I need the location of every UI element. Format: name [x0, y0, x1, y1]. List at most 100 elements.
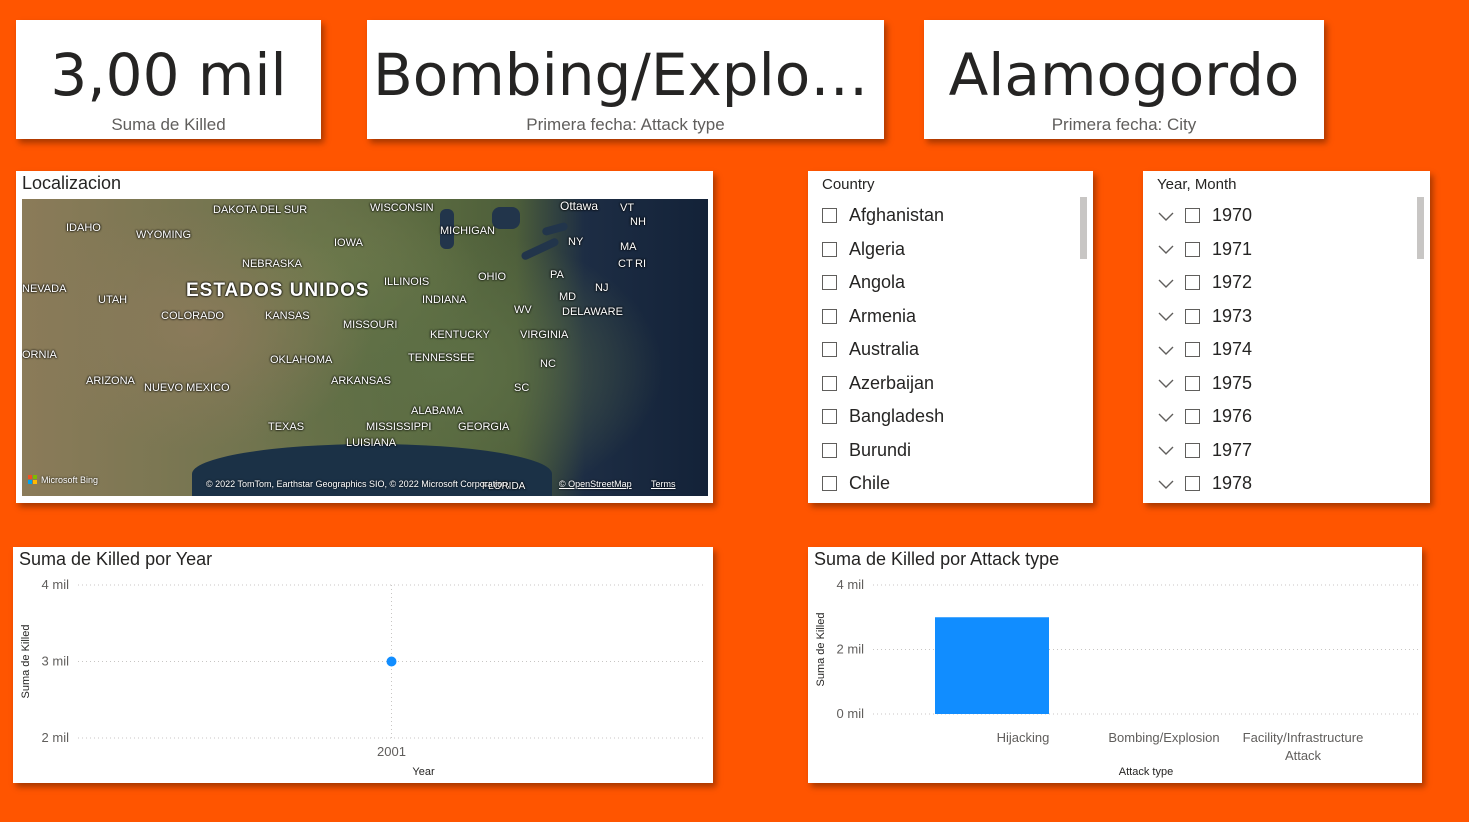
slicer-item-year[interactable]: 1974: [1157, 333, 1410, 367]
checkbox[interactable]: [822, 208, 837, 224]
slicer-item-australia[interactable]: Australia: [822, 333, 1073, 367]
x-axis-title: Attack type: [1119, 766, 1173, 778]
slicer-item-label: Angola: [849, 272, 906, 293]
map-canvas[interactable]: IDAHO WYOMING DAKOTA DEL SUR WISCONSIN O…: [22, 199, 708, 496]
checkbox[interactable]: [822, 375, 837, 391]
slicer-item-label: 1973: [1212, 305, 1253, 326]
checkbox[interactable]: [1185, 409, 1200, 425]
map-label-arkansas: ARKANSAS: [331, 375, 391, 387]
checkbox[interactable]: [1185, 275, 1200, 291]
slicer-item-label: Bangladesh: [849, 406, 945, 427]
slicer-item-label: Azerbaijan: [849, 372, 935, 393]
slicer-item-algeria[interactable]: Algeria: [822, 233, 1073, 267]
map-label-indiana: INDIANA: [422, 294, 467, 306]
country-slicer-header: Country: [822, 176, 875, 193]
map-label-nh: NH: [630, 216, 646, 228]
y-tick-label: 4 mil: [837, 577, 865, 592]
checkbox[interactable]: [822, 442, 837, 458]
checkbox[interactable]: [822, 275, 837, 291]
checkbox[interactable]: [1185, 342, 1200, 358]
lake-ontario: [541, 221, 569, 237]
year-month-slicer[interactable]: Year, Month 1970 1971 1972 1973 1974 197…: [1143, 171, 1430, 503]
kpi-card-attack-type[interactable]: Bombing/Explosi… Primera fecha: Attack t…: [367, 20, 884, 139]
map-label-ohio: OHIO: [478, 271, 507, 283]
scrollbar[interactable]: [1417, 197, 1424, 259]
checkbox[interactable]: [1185, 375, 1200, 391]
scrollbar[interactable]: [1080, 197, 1087, 259]
map-label-ornia: ORNIA: [22, 349, 57, 361]
microsoft-logo-icon: [28, 475, 38, 485]
slicer-item-year[interactable]: 1972: [1157, 266, 1410, 300]
checkbox[interactable]: [1185, 442, 1200, 458]
checkbox[interactable]: [822, 476, 837, 492]
map-label-ottawa: Ottawa: [560, 199, 599, 213]
slicer-item-year[interactable]: 1977: [1157, 434, 1410, 468]
slicer-item-year[interactable]: 1978: [1157, 467, 1410, 501]
map-label-wv: WV: [514, 304, 532, 316]
map-label-michigan: MICHIGAN: [440, 225, 495, 237]
year-slicer-header: Year, Month: [1157, 176, 1237, 193]
y-tick-label: 2 mil: [837, 642, 865, 657]
kpi-value: 3,00 mil: [50, 42, 287, 108]
map-label-wyoming: WYOMING: [136, 229, 191, 241]
slicer-item-afghanistan[interactable]: Afghanistan: [822, 199, 1073, 233]
slicer-item-chile[interactable]: Chile: [822, 467, 1073, 501]
map-visual[interactable]: Localizacion IDAHO WYOMING DAKOTA DEL SU…: [16, 171, 713, 503]
slicer-item-year[interactable]: 1973: [1157, 300, 1410, 334]
map-label-missouri: MISSOURI: [343, 319, 398, 331]
chevron-down-icon[interactable]: [1157, 240, 1175, 258]
chevron-down-icon[interactable]: [1157, 207, 1175, 225]
checkbox[interactable]: [1185, 208, 1200, 224]
slicer-item-bangladesh[interactable]: Bangladesh: [822, 400, 1073, 434]
checkbox[interactable]: [1185, 476, 1200, 492]
map-label-ma: MA: [620, 241, 637, 253]
chevron-down-icon[interactable]: [1157, 307, 1175, 325]
map-label-utah: UTAH: [98, 294, 128, 306]
map-label-mississippi: MISSISSIPPI: [366, 421, 432, 433]
kpi-card-city[interactable]: Alamogordo Primera fecha: City: [924, 20, 1324, 139]
slicer-item-year[interactable]: 1976: [1157, 400, 1410, 434]
checkbox[interactable]: [822, 241, 837, 257]
country-slicer[interactable]: Country Afghanistan Algeria Angola Armen…: [808, 171, 1093, 503]
kpi-label: Primera fecha: Attack type: [526, 115, 725, 134]
slicer-item-year[interactable]: 1970: [1157, 199, 1410, 233]
slicer-item-label: 1971: [1212, 238, 1253, 259]
y-tick-label: 4 mil: [42, 577, 70, 592]
chevron-down-icon[interactable]: [1157, 374, 1175, 392]
terms-link[interactable]: Terms: [651, 479, 676, 489]
slicer-item-year[interactable]: 1971: [1157, 233, 1410, 267]
map-label-idaho: IDAHO: [66, 222, 101, 234]
map-label-md: MD: [559, 291, 577, 303]
x-axis-title: Year: [412, 766, 435, 778]
map-label-nuevo-mexico: NUEVO MEXICO: [144, 382, 230, 394]
chart-killed-by-year[interactable]: Suma de Killed por Year 4 mil 3 mil 2 mil 2…: [13, 547, 713, 783]
chart-killed-by-attack-type[interactable]: Suma de Killed por Attack type 4 mil 2 mi…: [808, 547, 1422, 783]
checkbox[interactable]: [822, 409, 837, 425]
slicer-item-year[interactable]: 1975: [1157, 367, 1410, 401]
chevron-down-icon[interactable]: [1157, 341, 1175, 359]
checkbox[interactable]: [822, 308, 837, 324]
slicer-item-angola[interactable]: Angola: [822, 266, 1073, 300]
lake-huron: [492, 207, 520, 229]
chevron-down-icon[interactable]: [1157, 274, 1175, 292]
checkbox[interactable]: [1185, 241, 1200, 257]
map-brand: Microsoft Bing: [41, 475, 99, 485]
slicer-item-azerbaijan[interactable]: Azerbaijan: [822, 367, 1073, 401]
slicer-item-label: 1976: [1212, 406, 1253, 427]
kpi-card-killed[interactable]: 3,00 mil Suma de Killed: [16, 20, 321, 139]
slicer-item-label: 1975: [1212, 372, 1253, 393]
chart-title: Suma de Killed por Year: [19, 549, 213, 569]
chevron-down-icon[interactable]: [1157, 441, 1175, 459]
openstreetmap-link[interactable]: © OpenStreetMap: [559, 479, 632, 489]
checkbox[interactable]: [822, 342, 837, 358]
chevron-down-icon[interactable]: [1157, 475, 1175, 493]
slicer-item-burundi[interactable]: Burundi: [822, 434, 1073, 468]
map-label-ct: CT: [618, 258, 633, 270]
map-label-vt: VT: [620, 202, 635, 214]
map-label-nevada: NEVADA: [22, 283, 67, 295]
slicer-item-armenia[interactable]: Armenia: [822, 300, 1073, 334]
checkbox[interactable]: [1185, 308, 1200, 324]
x-tick-label: 2001: [377, 744, 406, 759]
map-label-ri: RI: [635, 258, 646, 270]
chevron-down-icon[interactable]: [1157, 408, 1175, 426]
